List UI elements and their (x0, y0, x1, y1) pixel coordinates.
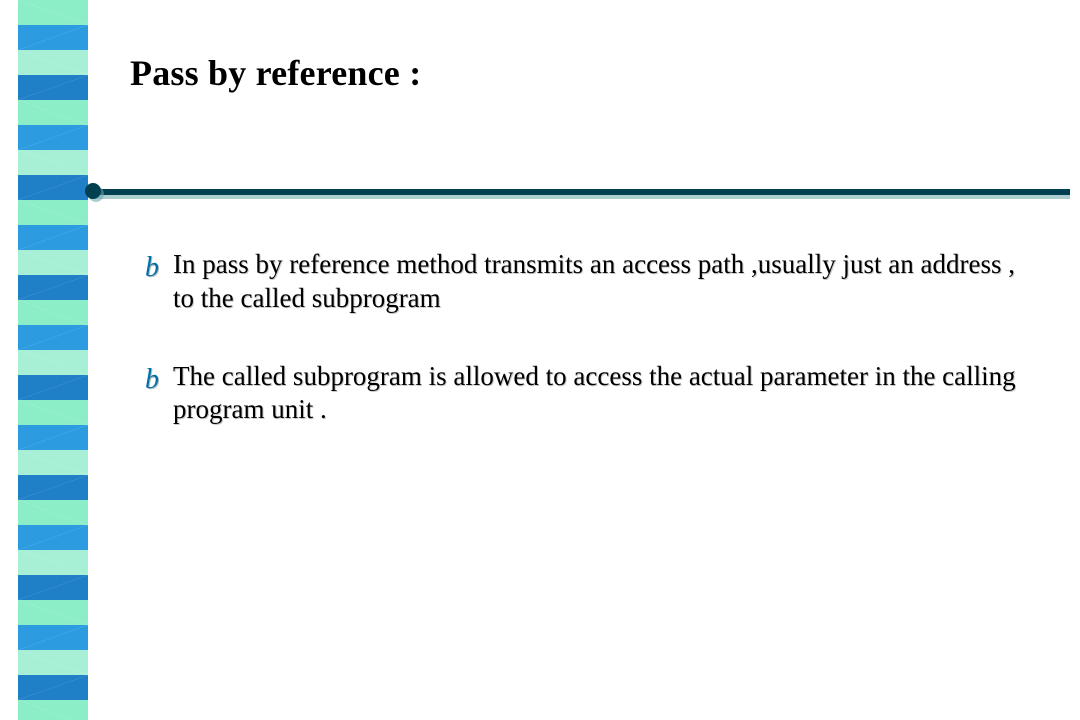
bullet-icon: b (145, 362, 159, 397)
rule-line (90, 189, 1070, 195)
list-item: b b The called subprogram is allowed to … (145, 360, 1040, 428)
list-item: b b In pass by reference method transmit… (145, 248, 1040, 316)
rule-dot (85, 183, 101, 199)
bullet-icon: b (145, 250, 159, 285)
title-rule (90, 186, 1070, 200)
slide-title: Pass by reference : (130, 52, 421, 94)
spiral-decoration (18, 0, 88, 720)
bullet-list: b b In pass by reference method transmit… (145, 248, 1040, 471)
slide-content: Pass by reference : b b In pass by refer… (120, 0, 1060, 720)
